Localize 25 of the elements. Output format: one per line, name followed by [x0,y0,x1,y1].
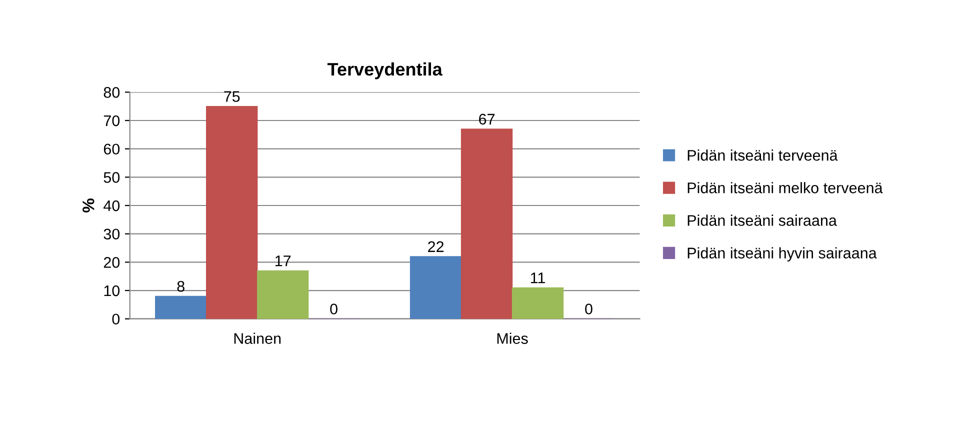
y-tick-label: 10 [104,285,120,296]
legend-label: Pidän itseäni hyvin sairaana [688,247,877,262]
y-tick-label: 60 [104,144,120,155]
y-tick-label: 30 [104,228,120,240]
legend-label: Pidän itseäni melko terveenä [688,182,883,194]
legend-label: Pidän itseäni terveenä [688,150,838,161]
data-label: 0 [585,304,592,314]
x-tick-label: Mies [497,332,528,344]
legend-label: Pidän itseäni sairaana [688,214,837,226]
y-tick-label: 0 [112,314,120,325]
y-tick-label: 70 [104,115,120,126]
y-tick-label: 80 [104,87,120,98]
y-tick-label: 50 [104,172,120,183]
data-label: 11 [530,272,545,284]
y-tick-label: 20 [104,257,120,268]
data-label: 0 [330,304,338,314]
chart-title: Terveydentila [327,62,442,80]
x-tick-label: Nainen [234,332,281,344]
data-label: 17 [275,256,291,266]
data-label: 8 [177,280,184,292]
y-tick-label: 40 [104,200,120,212]
y-axis-title: % [82,198,94,212]
data-label: 22 [428,241,444,252]
data-label: 75 [224,91,240,102]
data-label: 67 [479,114,494,125]
